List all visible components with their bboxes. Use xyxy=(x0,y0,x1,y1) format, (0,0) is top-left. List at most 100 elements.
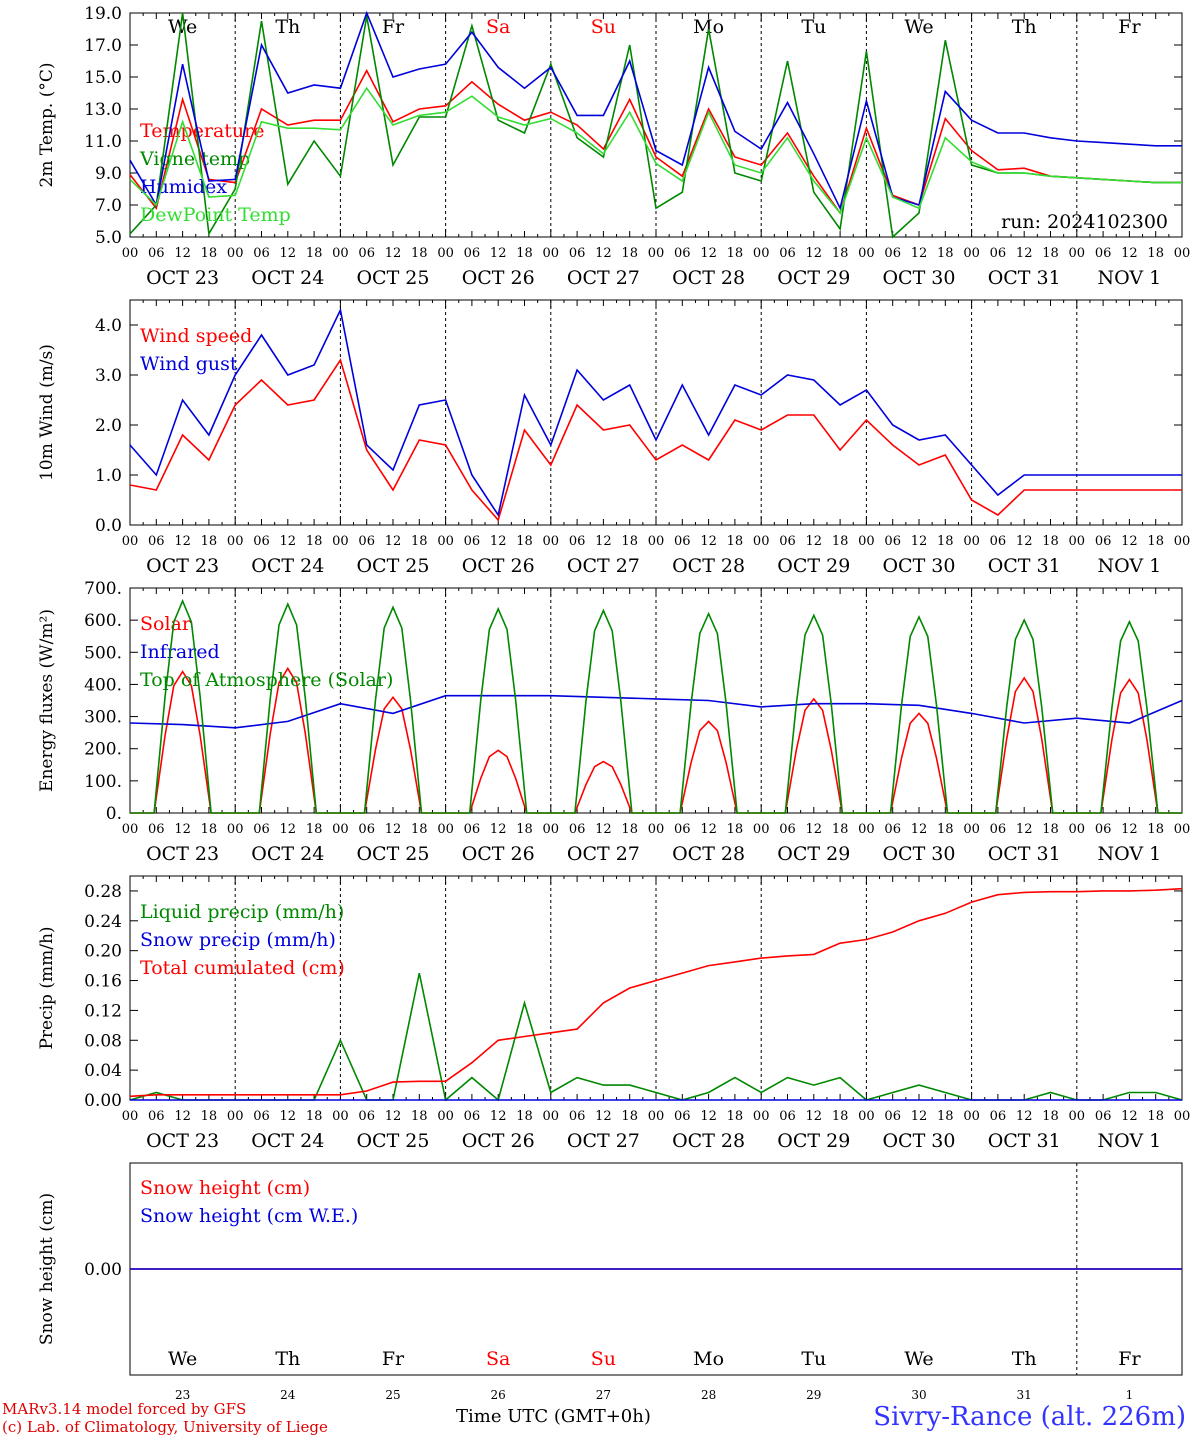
date-label: NOV 1 xyxy=(1098,1130,1162,1152)
hour-tick-label: 06 xyxy=(779,534,796,549)
weekday-label: We xyxy=(904,16,933,38)
series-line-infrared xyxy=(129,694,1183,729)
hour-tick-label: 06 xyxy=(148,246,165,261)
day-number-label: 26 xyxy=(491,1388,506,1402)
time-axis-label: Time UTC (GMT+0h) xyxy=(456,1406,651,1427)
hour-tick-label: 12 xyxy=(595,534,612,549)
y-tick-label: 0.20 xyxy=(84,942,122,962)
model-credit: MARv3.14 model forced by GFS xyxy=(2,1400,247,1418)
legend-entry: Wind speed xyxy=(140,325,252,347)
y-axis-label: Energy fluxes (W/m²) xyxy=(37,609,57,792)
hour-tick-label: 00 xyxy=(543,1109,560,1124)
date-label: OCT 28 xyxy=(672,555,745,577)
weekday-label: Su xyxy=(591,1348,616,1370)
legend-entry: Snow height (cm W.E.) xyxy=(140,1205,358,1227)
hour-tick-label: 06 xyxy=(779,246,796,261)
hour-tick-label: 18 xyxy=(832,1109,849,1124)
hour-tick-label: 12 xyxy=(700,1109,717,1124)
hour-tick-label: 12 xyxy=(806,822,823,837)
hour-tick-label: 12 xyxy=(280,822,297,837)
series-line-wind-speed xyxy=(129,358,1182,522)
hour-tick-label: 00 xyxy=(122,822,139,837)
hour-tick-label: 18 xyxy=(1042,534,1059,549)
hour-tick-label: 06 xyxy=(358,1109,375,1124)
hour-tick-label: 06 xyxy=(148,1109,165,1124)
legend-entry: Solar xyxy=(140,613,192,635)
hour-tick-label: 18 xyxy=(516,246,533,261)
y-tick-label: 700. xyxy=(84,579,122,599)
hour-tick-label: 06 xyxy=(569,246,586,261)
day-number-label: 1 xyxy=(1126,1388,1134,1402)
legend-entry: Infrared xyxy=(140,641,220,663)
hour-tick-label: 18 xyxy=(516,1109,533,1124)
date-label: OCT 23 xyxy=(146,555,219,577)
weekday-label: Th xyxy=(1012,16,1037,38)
hour-tick-label: 00 xyxy=(227,1109,244,1124)
y-tick-label: 0.08 xyxy=(84,1031,122,1051)
hour-tick-label: 18 xyxy=(201,246,218,261)
hour-tick-label: 18 xyxy=(1147,534,1164,549)
run-annotation: run: 2024102300 xyxy=(1001,211,1168,233)
date-label: OCT 26 xyxy=(462,843,535,865)
hour-tick-label: 12 xyxy=(700,822,717,837)
hour-tick-label: 12 xyxy=(595,246,612,261)
hour-tick-label: 18 xyxy=(516,822,533,837)
weekday-label: We xyxy=(168,1348,197,1370)
y-tick-label: 2.0 xyxy=(95,416,122,436)
weekday-label: Mo xyxy=(693,16,724,38)
hour-tick-label: 18 xyxy=(621,1109,638,1124)
hour-tick-label: 18 xyxy=(1042,246,1059,261)
hour-tick-label: 06 xyxy=(1095,822,1112,837)
hour-tick-label: 06 xyxy=(464,534,481,549)
date-label: OCT 25 xyxy=(356,1130,429,1152)
hour-tick-label: 12 xyxy=(385,1109,402,1124)
hour-tick-label: 12 xyxy=(490,246,507,261)
day-number-label: 29 xyxy=(806,1388,821,1402)
legend-entry: Vigne temp xyxy=(139,148,250,170)
date-label: OCT 27 xyxy=(567,1130,640,1152)
hour-tick-label: 06 xyxy=(253,246,270,261)
hour-tick-label: 06 xyxy=(990,246,1007,261)
hour-tick-label: 06 xyxy=(358,822,375,837)
date-label: OCT 31 xyxy=(988,843,1061,865)
hour-tick-label: 00 xyxy=(122,1109,139,1124)
hour-tick-label: 12 xyxy=(385,246,402,261)
hour-tick-label: 00 xyxy=(543,822,560,837)
y-tick-label: 15.0 xyxy=(84,68,122,88)
hour-tick-label: 00 xyxy=(858,822,875,837)
y-tick-label: 0.04 xyxy=(84,1061,122,1081)
legend-entry: Liquid precip (mm/h) xyxy=(140,901,344,923)
hour-tick-label: 18 xyxy=(516,534,533,549)
date-label: OCT 30 xyxy=(882,555,955,577)
day-number-label: 23 xyxy=(175,1388,190,1402)
hour-tick-label: 00 xyxy=(858,246,875,261)
date-label: OCT 27 xyxy=(567,555,640,577)
hour-tick-label: 18 xyxy=(306,1109,323,1124)
hour-tick-label: 12 xyxy=(595,822,612,837)
y-axis-label: 2m Temp. (°C) xyxy=(37,62,57,187)
y-tick-label: 0.28 xyxy=(84,882,122,902)
series-line-top-of-atmosphere-solar xyxy=(130,598,1182,814)
date-label: OCT 28 xyxy=(672,267,745,289)
date-label: OCT 25 xyxy=(356,843,429,865)
hour-tick-label: 12 xyxy=(280,534,297,549)
hour-tick-label: 18 xyxy=(306,534,323,549)
station-label: Sivry-Rance (alt. 226m) xyxy=(873,1402,1186,1432)
hour-tick-label: 12 xyxy=(1121,1109,1138,1124)
date-label: OCT 29 xyxy=(777,843,850,865)
y-tick-label: 11.0 xyxy=(84,132,122,152)
hour-tick-label: 00 xyxy=(858,1109,875,1124)
hour-tick-label: 00 xyxy=(227,534,244,549)
hour-tick-label: 06 xyxy=(884,246,901,261)
hour-tick-label: 00 xyxy=(122,246,139,261)
hour-tick-label: 18 xyxy=(937,1109,954,1124)
date-label: OCT 29 xyxy=(777,267,850,289)
hour-tick-label: 00 xyxy=(648,1109,665,1124)
hour-tick-label: 00 xyxy=(332,246,349,261)
hour-tick-label: 00 xyxy=(1174,534,1191,549)
hour-tick-label: 12 xyxy=(174,822,191,837)
hour-tick-label: 00 xyxy=(1174,822,1191,837)
hour-tick-label: 12 xyxy=(806,1109,823,1124)
hour-tick-label: 06 xyxy=(358,246,375,261)
hour-tick-label: 12 xyxy=(280,246,297,261)
